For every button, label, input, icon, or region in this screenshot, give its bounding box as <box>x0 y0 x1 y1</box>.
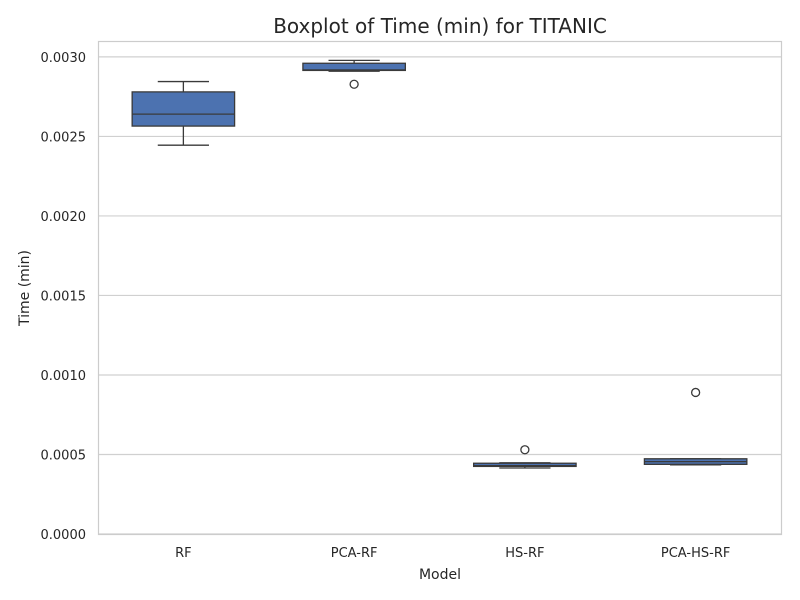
y-tick-label: 0.0005 <box>41 448 87 463</box>
y-axis-label: Time (min) <box>17 250 33 327</box>
outlier-point <box>690 387 701 398</box>
y-tick-label: 0.0000 <box>41 528 87 543</box>
x-tick-labels: RF PCA-RF HS-RF PCA-HS-RF <box>175 546 730 561</box>
x-axis-label: Model <box>419 567 461 583</box>
x-tick-label: HS-RF <box>505 546 544 561</box>
y-tick-label: 0.0030 <box>41 51 87 66</box>
y-tick-label: 0.0020 <box>41 210 87 225</box>
boxes <box>131 59 748 469</box>
outlier-point <box>349 79 359 89</box>
y-tick-label: 0.0015 <box>41 289 87 304</box>
outlier-point <box>520 445 530 455</box>
box-pca-hs-rf <box>643 387 748 466</box>
box-hs-rf <box>472 445 577 469</box>
y-tick-label: 0.0010 <box>41 369 87 384</box>
box-rf <box>131 80 236 146</box>
x-tick-label: PCA-HS-RF <box>661 546 730 561</box>
y-tick-label: 0.0025 <box>41 130 87 145</box>
box-iqr <box>131 91 236 127</box>
plot-frame <box>97 40 783 536</box>
x-tick-label: RF <box>175 546 192 561</box>
box-iqr <box>472 462 577 468</box>
chart-title: Boxplot of Time (min) for TITANIC <box>273 14 607 38</box>
x-tick-label: PCA-RF <box>331 546 378 561</box>
y-tick-labels: 0.0000 0.0005 0.0010 0.0015 0.0020 0.0025 0.00… <box>41 51 87 543</box>
grid-lines <box>98 56 781 535</box>
box-pca-rf <box>302 59 406 89</box>
